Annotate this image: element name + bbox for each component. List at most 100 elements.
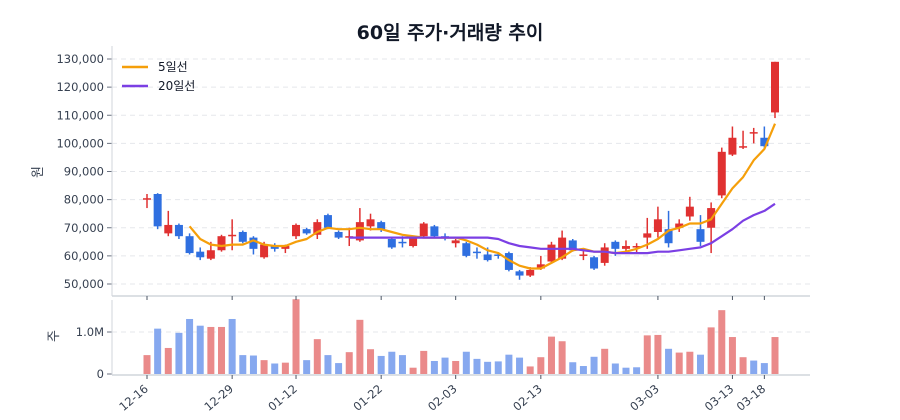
- price-tick-label: 60,000: [64, 249, 104, 263]
- volume-bar: [750, 360, 758, 374]
- volume-bar: [547, 336, 555, 374]
- volume-bar: [324, 355, 332, 374]
- candle: [600, 243, 609, 266]
- candle: [664, 210, 673, 248]
- legend-ma20-label: 20일선: [158, 79, 195, 93]
- volume-bar: [249, 355, 257, 374]
- price-panel: 130,000 120,000 110,000 100,000 90,000 80,000…: [31, 46, 810, 297]
- ma5-line: [188, 123, 777, 270]
- volume-bar: [186, 318, 194, 374]
- volume-bar: [696, 354, 704, 374]
- volume-bar: [430, 360, 438, 374]
- volume-bar: [218, 326, 226, 374]
- candle: [739, 130, 748, 149]
- volume-bar: [420, 350, 428, 374]
- candle: [590, 255, 599, 270]
- volume-bar: [303, 360, 311, 374]
- candle: [430, 224, 439, 238]
- candle: [302, 227, 311, 235]
- price-tick-label: 100,000: [56, 136, 104, 150]
- x-tick-label: 03-13: [702, 382, 737, 414]
- volume-bar: [739, 357, 747, 374]
- volume-bar: [345, 352, 353, 374]
- volume-bar: [622, 367, 630, 374]
- candle: [153, 193, 162, 230]
- candle: [621, 240, 630, 252]
- volume-bar: [335, 363, 343, 374]
- candle: [579, 250, 588, 261]
- price-tick-label: 110,000: [56, 108, 104, 122]
- volume-bar: [441, 357, 449, 374]
- legend: 5일선 20일선: [122, 60, 195, 93]
- volume-bar: [462, 351, 470, 374]
- candle: [249, 236, 258, 255]
- legend-ma5-label: 5일선: [158, 60, 188, 74]
- volume-bar: [196, 325, 204, 374]
- x-tick-label: 02-03: [425, 382, 460, 414]
- candle: [771, 61, 779, 119]
- candle: [143, 194, 151, 209]
- candle: [675, 219, 684, 232]
- volume-bar: [207, 326, 215, 374]
- price-tick-label: 120,000: [56, 80, 104, 94]
- volume-bar: [771, 337, 779, 374]
- ma20-line: [349, 202, 776, 255]
- volume-bar: [654, 334, 662, 374]
- price-tick-label: 50,000: [64, 277, 104, 291]
- volume-bar: [643, 335, 651, 374]
- candle: [717, 147, 726, 199]
- candle: [409, 237, 418, 248]
- volume-bar: [558, 341, 566, 374]
- volume-bar: [164, 347, 172, 374]
- chart-title: 60일 주가·거래량 추이: [356, 22, 544, 44]
- volume-bar: [760, 363, 768, 374]
- candle: [270, 243, 279, 252]
- candle: [292, 223, 301, 239]
- volume-bar: [313, 339, 321, 374]
- candle: [451, 239, 460, 248]
- volume-bar: [292, 299, 300, 374]
- candle: [696, 215, 705, 247]
- price-tick-label: 90,000: [64, 165, 104, 179]
- x-tick-label: 03-03: [627, 382, 662, 414]
- volume-bar: [398, 355, 406, 374]
- candle: [653, 206, 662, 238]
- candle: [185, 233, 194, 255]
- price-tick-label: 80,000: [64, 193, 104, 207]
- volume-bar: [707, 327, 715, 374]
- candle: [547, 241, 556, 263]
- volume-bar: [526, 366, 534, 374]
- candle: [728, 126, 737, 157]
- volume-bar: [675, 352, 683, 374]
- volume-bar: [484, 361, 492, 374]
- volume-bar: [281, 362, 289, 374]
- price-axis-title: 원: [31, 166, 46, 178]
- x-tick-label: 01-22: [350, 382, 385, 414]
- volume-bar: [271, 363, 279, 374]
- candle: [387, 237, 396, 249]
- x-tick-label: 01-12: [265, 382, 300, 414]
- candle: [355, 208, 364, 242]
- candle: [164, 210, 173, 237]
- volume-bar: [228, 318, 236, 374]
- candle: [217, 234, 226, 252]
- volume-bar: [388, 351, 396, 374]
- candle: [504, 251, 513, 272]
- candle: [174, 223, 183, 239]
- volume-bar: [377, 355, 385, 374]
- volume-bar: [154, 328, 162, 374]
- volume-bar: [601, 348, 609, 374]
- candle: [760, 126, 769, 148]
- candle: [515, 269, 524, 280]
- volume-bar: [569, 362, 577, 374]
- volume-bar: [633, 367, 641, 374]
- candle: [313, 219, 322, 239]
- volume-bar: [260, 360, 268, 374]
- price-tick-label: 70,000: [64, 221, 104, 235]
- volume-bar: [505, 354, 513, 374]
- volume-bar: [409, 367, 417, 374]
- volume-bar: [728, 337, 736, 374]
- volume-bar: [367, 349, 375, 374]
- volume-bar: [143, 355, 151, 374]
